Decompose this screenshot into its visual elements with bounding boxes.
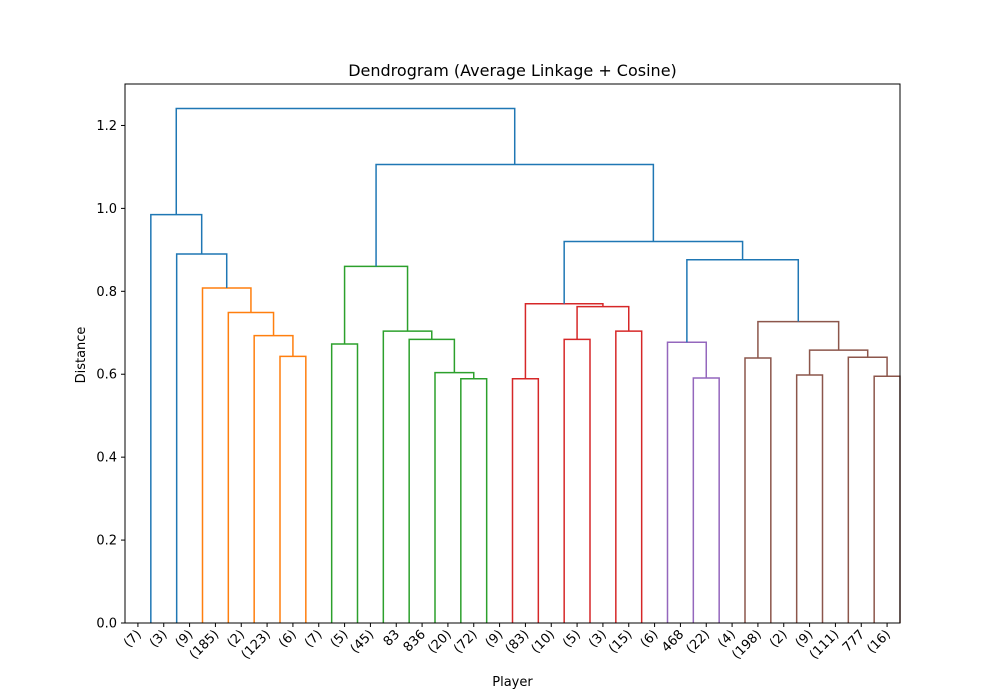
dendrogram-link-22 (757, 320, 840, 359)
leaf-label: (123) (239, 627, 274, 662)
dendrogram-link-7 (408, 338, 456, 623)
leaf-label: (45) (348, 627, 377, 656)
leaf-label: (22) (684, 627, 713, 656)
leaf-label: 836 (401, 627, 429, 655)
y-axis-label: Distance (74, 327, 89, 384)
dendrogram-link-24 (563, 240, 744, 304)
y-axis: 0.0 0.2 0.4 0.6 0.8 1.0 1.2 (96, 119, 125, 632)
dendrogram-link-25 (375, 163, 655, 267)
dendrogram-link-16 (666, 341, 707, 623)
dendrogram-link-12 (615, 330, 643, 623)
plot-area-frame (124, 83, 901, 624)
dendrogram-link-17 (744, 357, 772, 623)
dendrogram-link-2 (227, 311, 275, 623)
dendrogram-link-6 (434, 371, 475, 623)
leaf-label: (6) (276, 627, 300, 651)
leaf-label: (7) (302, 627, 326, 651)
dendrogram-link-4 (330, 343, 359, 623)
dendrogram-link-10 (511, 378, 540, 623)
dendrogram-link-21 (808, 349, 869, 376)
dendrogram-link-18 (795, 374, 824, 623)
chart-title: Dendrogram (Average Linkage + Cosine) (348, 61, 677, 80)
leaf-label: (6) (638, 627, 662, 651)
leaf-label: (16) (864, 627, 893, 656)
y-tick-label: 0.0 (96, 617, 117, 632)
leaf-label: (20) (425, 627, 454, 656)
dendrogram-link-3 (201, 287, 252, 623)
y-tick-label: 1.2 (96, 119, 117, 134)
x-axis: (7) (3) (9)(185) (2)(123) (6) (7) (5)(45) 83836… (121, 623, 894, 663)
y-tick-label: 0.8 (96, 285, 117, 300)
leaf-label: (7) (121, 627, 145, 651)
leaf-label: 468 (659, 627, 687, 655)
x-axis-label: Player (492, 675, 533, 690)
leaf-label: (3) (147, 627, 171, 651)
dendrogram-link-28 (175, 107, 516, 215)
dendrogram-link-13 (576, 305, 630, 340)
y-tick-label: 1.0 (96, 202, 117, 217)
y-tick-label: 0.6 (96, 368, 117, 383)
leaf-label: 83 (381, 627, 403, 649)
dendrogram-link-8 (382, 330, 433, 623)
leaf-label: (2) (767, 627, 791, 651)
dendrogram-link-5 (460, 378, 488, 623)
dendrogram-link-0 (279, 355, 307, 623)
dendrogram-link-26 (175, 253, 228, 623)
leaf-label: (111) (807, 627, 842, 662)
dendrogram-link-20 (847, 356, 888, 623)
y-tick-label: 0.2 (96, 534, 117, 549)
dendrogram-links (150, 107, 901, 623)
dendrogram-link-19 (873, 375, 901, 623)
leaf-label: (185) (187, 627, 222, 662)
leaf-label: 777 (840, 627, 868, 655)
leaf-label: (15) (606, 627, 635, 656)
dendrogram-link-9 (343, 265, 409, 344)
dendrogram-link-11 (563, 338, 591, 623)
leaf-label: (83) (503, 627, 532, 656)
leaf-label: (72) (451, 627, 480, 656)
dendrogram-link-23 (686, 259, 800, 343)
dendrogram-link-1 (253, 334, 294, 623)
y-tick-label: 0.4 (96, 451, 117, 466)
dendrogram-link-15 (692, 377, 720, 623)
leaf-label: (198) (729, 627, 764, 662)
leaf-label: (10) (529, 627, 558, 656)
leaf-label: (5) (560, 627, 584, 651)
